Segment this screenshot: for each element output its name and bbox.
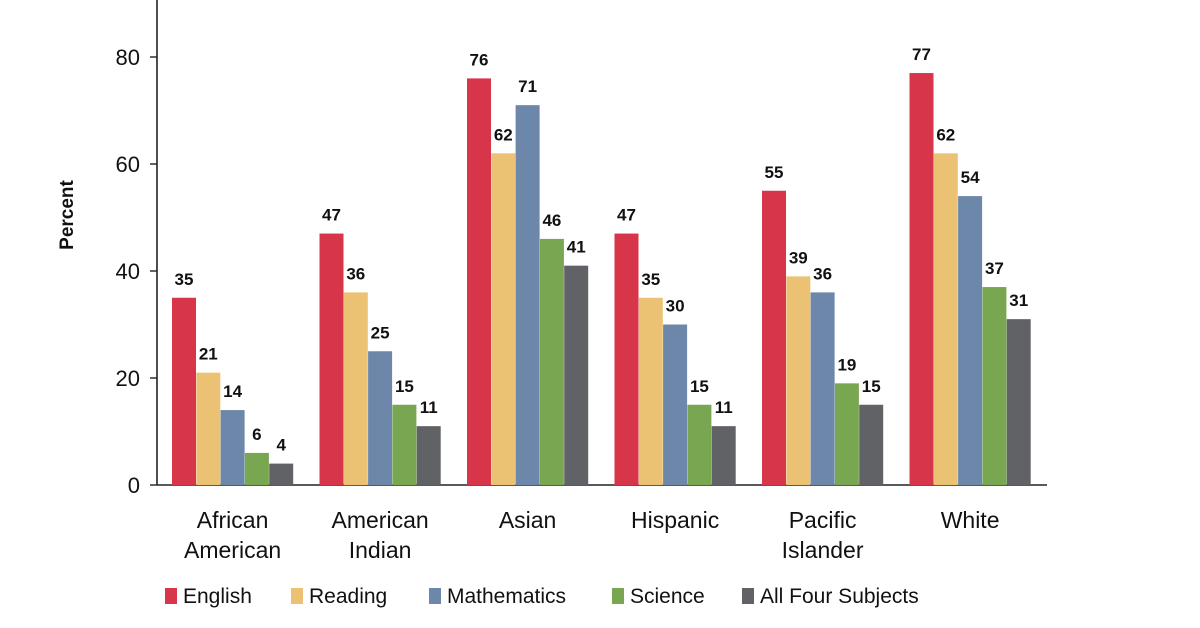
category-label: Hispanic: [631, 507, 719, 533]
y-tick-label: 20: [116, 366, 140, 391]
data-label: 35: [641, 270, 660, 289]
bar: [638, 297, 663, 485]
bar: [614, 233, 639, 485]
legend-swatch: [742, 588, 754, 604]
bar: [269, 463, 294, 485]
data-label: 54: [961, 168, 980, 187]
y-tick-label: 0: [128, 473, 140, 498]
data-label: 47: [322, 206, 341, 225]
y-tick-label: 40: [116, 259, 140, 284]
legend-swatch: [291, 588, 303, 604]
category-label: Pacific: [789, 507, 857, 533]
category-label: White: [941, 507, 1000, 533]
bar: [859, 404, 884, 485]
category-label: Islander: [782, 537, 864, 563]
data-label: 4: [276, 436, 286, 455]
bars: [172, 73, 1031, 486]
data-label: 6: [252, 425, 261, 444]
bar: [343, 292, 368, 485]
bar: [515, 105, 540, 486]
legend-swatch: [165, 588, 177, 604]
bar: [467, 78, 491, 486]
bar: [220, 410, 245, 485]
category-label: American: [184, 537, 281, 563]
category-labels: African American American Indian Asian Hispan…: [184, 507, 999, 563]
legend-label: Reading: [309, 585, 387, 608]
data-label: 36: [346, 264, 365, 283]
data-label: 11: [420, 398, 438, 417]
data-label: 36: [813, 264, 832, 283]
data-labels: 35 21 14 64 47 36 25 15 11 76 62 71 46 41 47 35 30 15 11 55…: [175, 45, 1029, 455]
bar: [392, 404, 417, 485]
data-label: 47: [617, 206, 636, 225]
data-label: 62: [936, 125, 955, 144]
data-label: 14: [223, 382, 242, 401]
legend-swatch: [429, 588, 441, 604]
legend-label: Mathematics: [447, 585, 566, 608]
data-label: 35: [175, 270, 194, 289]
category-label: African: [197, 507, 269, 533]
legend-label: Science: [630, 585, 705, 608]
bar: [958, 196, 983, 485]
legend-label: English: [183, 585, 252, 608]
data-label: 25: [371, 323, 390, 342]
data-label: 30: [666, 297, 685, 316]
data-label: 62: [494, 125, 513, 144]
data-label: 15: [395, 377, 414, 396]
data-label: 41: [567, 238, 586, 257]
bar: [539, 238, 564, 485]
legend-swatch: [612, 588, 624, 604]
bar: [909, 73, 934, 486]
data-label: 15: [862, 377, 881, 396]
data-label: 37: [985, 259, 1004, 278]
bar: [933, 153, 958, 486]
bar: [982, 287, 1007, 485]
category-label: American: [332, 507, 429, 533]
bar: [711, 426, 736, 485]
data-label: 76: [470, 50, 489, 69]
y-tick-label: 60: [116, 152, 140, 177]
bar: [196, 372, 221, 485]
bar: [491, 153, 516, 486]
bar: [786, 276, 811, 485]
data-label: 46: [542, 211, 561, 230]
bar: [663, 324, 688, 485]
data-label: 77: [912, 45, 931, 64]
legend: English Reading Mathematics Science All Four…: [165, 585, 919, 608]
bar: [172, 297, 196, 485]
data-label: 11: [715, 398, 733, 417]
data-label: 19: [837, 355, 856, 374]
data-label: 55: [765, 163, 784, 182]
bar: [319, 233, 344, 485]
data-label: 15: [690, 377, 709, 396]
category-label: Indian: [349, 537, 412, 563]
y-tick-label: 80: [116, 45, 140, 70]
bar: [1006, 319, 1031, 485]
bar: [834, 383, 859, 485]
bar: [244, 452, 269, 485]
bar: [416, 426, 441, 485]
category-label: Asian: [499, 507, 557, 533]
bar: [687, 404, 712, 485]
data-label: 21: [199, 345, 218, 364]
bar: [368, 351, 393, 485]
data-label: 31: [1009, 291, 1028, 310]
bar: [564, 265, 589, 485]
axes: 0 20 40 60 80: [116, 0, 1047, 498]
data-label: 39: [789, 248, 808, 267]
y-axis-label: Percent: [57, 179, 78, 249]
legend-label: All Four Subjects: [760, 585, 919, 608]
bar: [762, 190, 786, 485]
bar: [810, 292, 835, 485]
data-label: 71: [518, 77, 537, 96]
